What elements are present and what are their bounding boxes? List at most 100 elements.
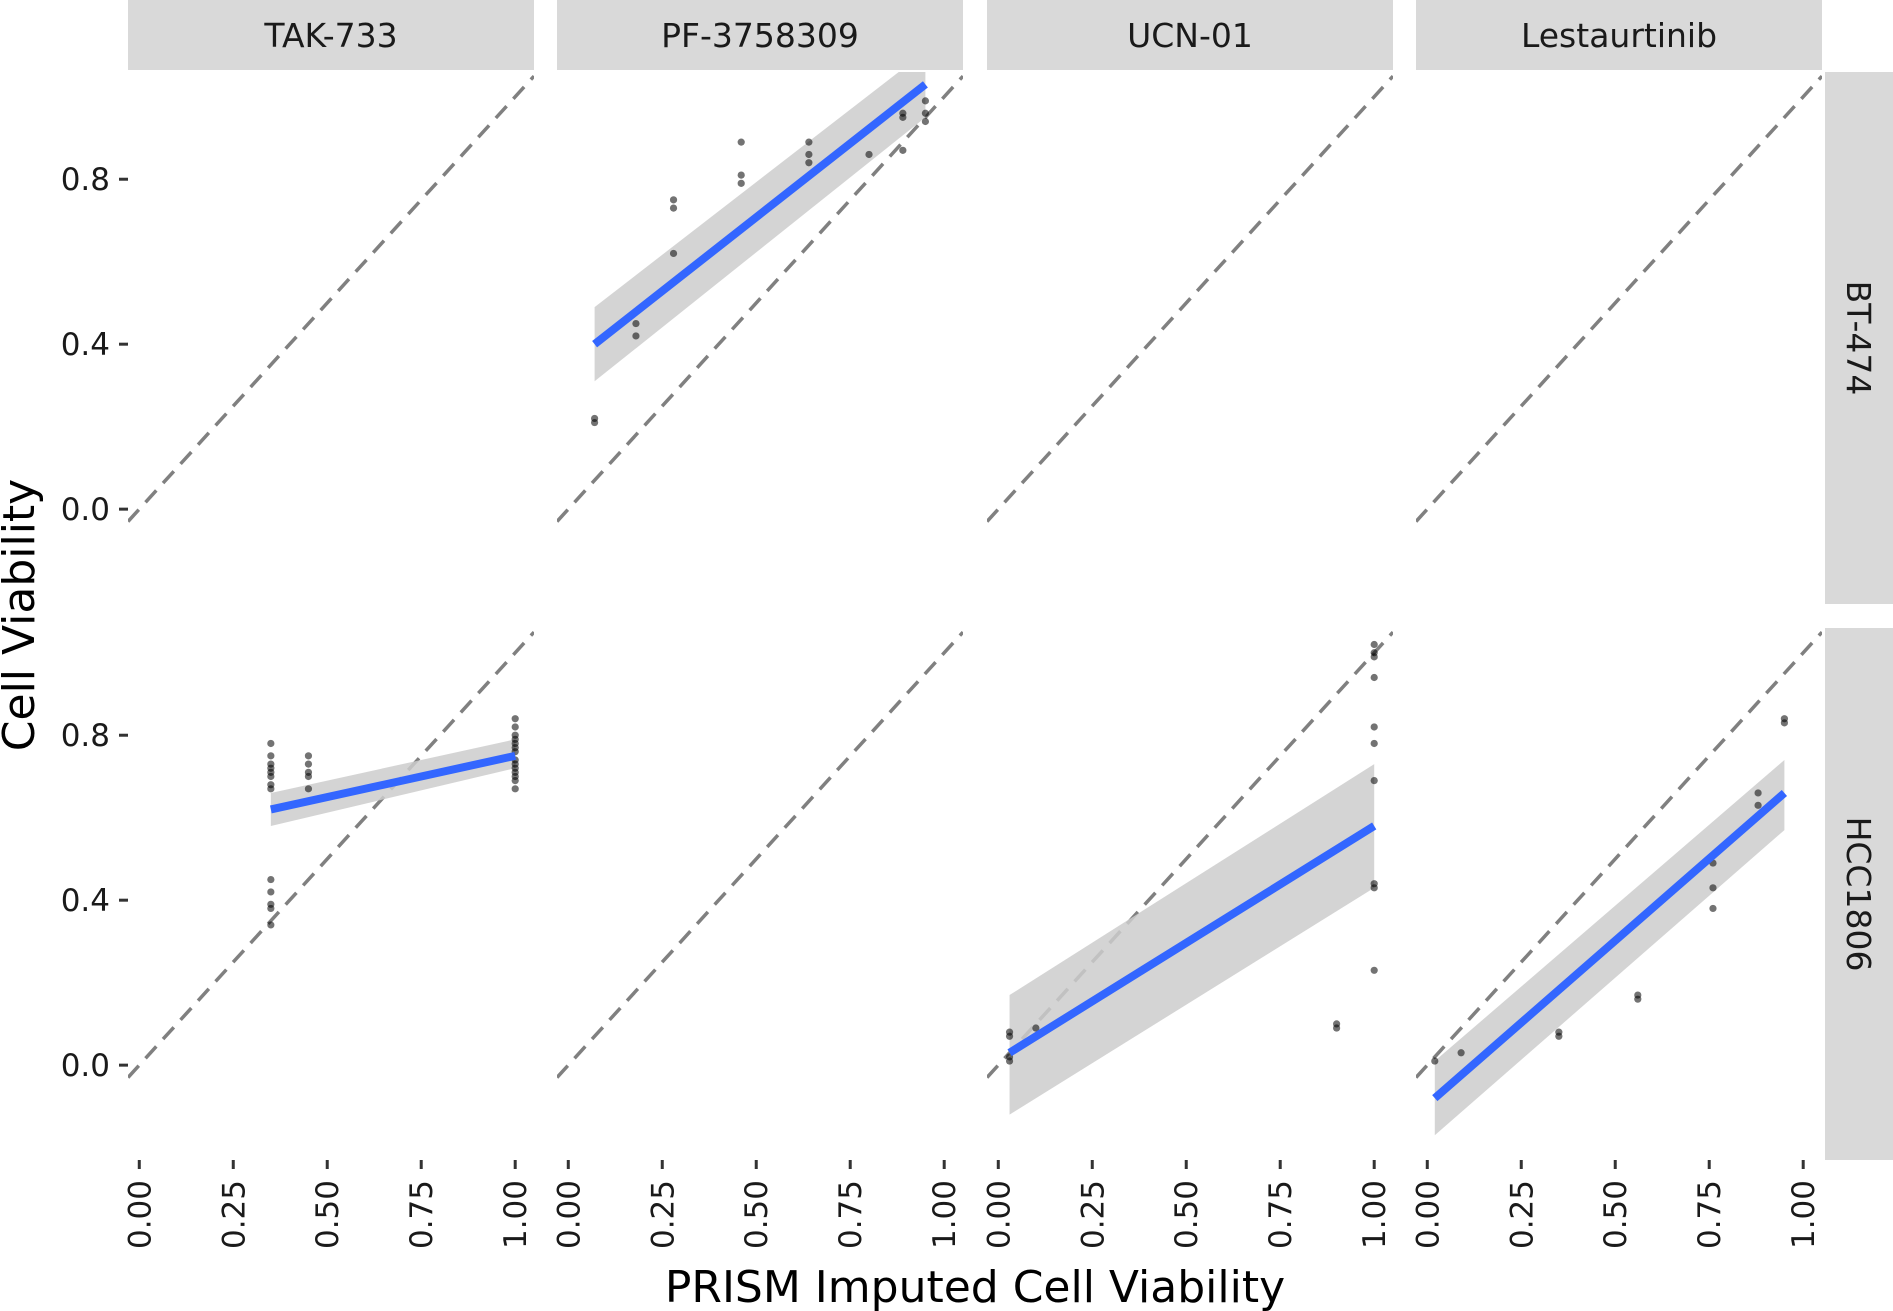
x-tick-label: 0.00 (981, 1180, 1017, 1249)
reference-line (1416, 630, 1822, 1079)
panels-layer (128, 72, 1822, 1136)
data-point (1032, 1024, 1040, 1032)
panel-plot-area (1416, 630, 1822, 1136)
data-point (865, 150, 873, 159)
x-tick-label: 1.00 (927, 1180, 963, 1249)
x-tick-label: 1.00 (1786, 1180, 1822, 1249)
data-point (590, 418, 599, 427)
x-tick-label: 0.25 (645, 1180, 681, 1249)
data-point (921, 97, 930, 105)
panel-plot-area (987, 630, 1393, 1115)
reference-line (987, 74, 1393, 523)
x-tick-label: 0.00 (1410, 1180, 1446, 1249)
reference-line (987, 630, 1393, 1079)
data-point (1709, 884, 1717, 892)
data-point (1634, 995, 1642, 1003)
x-tick-label: 0.00 (551, 1180, 587, 1249)
column-strip-label: TAK-733 (263, 16, 397, 55)
regression-line (1007, 822, 1377, 1057)
data-point (737, 171, 745, 179)
row-strip (1825, 628, 1893, 1160)
y-tick-label: 0.8 (61, 718, 110, 754)
data-point (267, 785, 275, 793)
data-point (669, 196, 678, 204)
data-point (1754, 801, 1762, 809)
panel-UCN-01-HCC1806 (987, 630, 1393, 1115)
data-point (737, 179, 745, 187)
data-point (1333, 1024, 1341, 1032)
data-point (632, 319, 640, 328)
reference-line (557, 74, 963, 523)
reference-line (1416, 74, 1822, 523)
data-point (899, 146, 907, 154)
data-point (1005, 1032, 1014, 1040)
data-point (1780, 719, 1789, 727)
x-tick-label: 0.25 (216, 1180, 252, 1249)
data-point (1370, 884, 1378, 892)
x-tick-label: 0.50 (739, 1180, 775, 1249)
regression-line (269, 751, 517, 814)
axes-layer: 0.0 0.4 0.8 0.0 0.4 0.8 0.00 0.00 0.00 0.00 0.25 0.… (61, 162, 1823, 1249)
panel-TAK-733-HCC1806 (128, 630, 534, 1079)
y-tick-label: 0.0 (61, 492, 110, 528)
x-tick-label: 0.00 (122, 1180, 158, 1249)
data-point (1457, 1049, 1465, 1057)
x-tick-label: 0.25 (1075, 1180, 1111, 1249)
data-point (267, 875, 275, 884)
panel-Lestaurtinib-HCC1806 (1416, 630, 1822, 1136)
column-strip (1416, 0, 1822, 70)
data-point (267, 772, 275, 781)
data-point (511, 776, 519, 785)
data-point (511, 715, 519, 723)
row-strip (1825, 72, 1893, 604)
x-tick-label: 0.50 (310, 1180, 346, 1249)
data-point (304, 760, 313, 768)
y-tick-label: 0.0 (61, 1048, 110, 1084)
data-point (511, 723, 519, 731)
data-point (1370, 966, 1378, 974)
panel-plot-area (128, 74, 534, 523)
y-tick-label: 0.4 (61, 883, 110, 919)
reference-line (128, 630, 534, 1079)
regression-line (592, 81, 928, 348)
data-point (1370, 776, 1378, 785)
data-point (1709, 904, 1717, 913)
data-point (632, 332, 640, 340)
data-point (267, 904, 275, 913)
panel-plot-area (557, 72, 963, 523)
x-tick-label: 0.25 (1504, 1180, 1540, 1249)
panel-TAK-733-BT-474 (128, 74, 534, 523)
panel-PF-3758309-BT-474 (557, 72, 963, 523)
data-point (1370, 673, 1378, 682)
column-strip-label: Lestaurtinib (1521, 16, 1717, 55)
row-strip-label: HCC1806 (1839, 817, 1878, 972)
data-point (1370, 640, 1378, 649)
data-point (267, 739, 275, 748)
data-point (304, 785, 313, 793)
data-point (805, 159, 813, 167)
y-tick-label: 0.8 (61, 162, 110, 198)
data-point (737, 138, 745, 146)
column-strip-label: UCN-01 (1127, 16, 1253, 55)
x-tick-label: 0.50 (1598, 1180, 1634, 1249)
data-point (921, 117, 930, 126)
reference-line (557, 630, 963, 1079)
panel-PF-3758309-HCC1806 (557, 630, 963, 1079)
data-point (304, 772, 313, 781)
reference-line (128, 74, 534, 523)
data-point (1555, 1032, 1563, 1040)
data-point (267, 888, 275, 896)
panel-UCN-01-BT-474 (987, 74, 1393, 523)
data-point (267, 921, 275, 929)
regression-line (1432, 789, 1788, 1102)
panel-plot-area (1416, 74, 1822, 523)
panel-plot-area (128, 630, 534, 1079)
column-strip (987, 0, 1393, 70)
panel-Lestaurtinib-BT-474 (1416, 74, 1822, 523)
x-tick-label: 0.75 (1263, 1180, 1299, 1249)
x-tick-label: 0.75 (1692, 1180, 1728, 1249)
data-point (1370, 723, 1378, 731)
x-tick-label: 0.75 (833, 1180, 869, 1249)
data-point (669, 249, 678, 258)
